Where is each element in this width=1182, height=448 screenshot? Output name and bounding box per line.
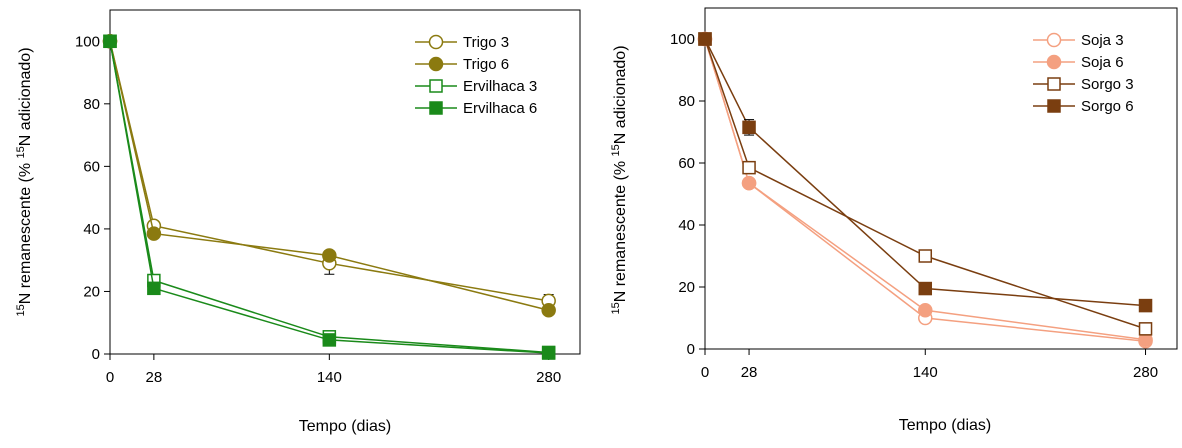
data-point	[322, 248, 337, 263]
data-point	[103, 34, 117, 49]
y-axis-label-superscript: 15	[610, 144, 622, 156]
chart-2: 0 20 40 60 80 100 0 28 140 280 Tempo (dias) 15N rem…	[610, 7, 1178, 434]
legend-item: Ervilhaca 3	[415, 78, 537, 95]
series-line	[704, 38, 1146, 342]
y-axis-label-text: N remanescente (%	[612, 156, 629, 302]
plot-frame	[109, 9, 581, 355]
data-point	[918, 249, 933, 263]
x-axis-label: Tempo (dias)	[299, 418, 391, 435]
x-tick-label: 28	[741, 364, 758, 381]
x-tick-label: 0	[106, 369, 114, 386]
series-trigo-6	[102, 34, 556, 318]
data-point	[541, 346, 556, 360]
y-axis-label: 15N remanescente (% 15N adicionado)	[15, 47, 34, 316]
legend-item: Soja 6	[1033, 54, 1124, 71]
data-point	[741, 175, 757, 191]
legend-item: Sorgo 6	[1033, 98, 1134, 115]
data-point	[698, 32, 712, 46]
legend-label: Ervilhaca 6	[463, 100, 537, 117]
series-line	[704, 38, 1146, 330]
x-tick-label: 140	[317, 369, 342, 386]
y-tick-label: 100	[670, 31, 695, 48]
legend-marker	[429, 101, 443, 115]
chart-1: 0 20 40 60 80 100 0 28 140 280 Tempo (dias) 15N rem…	[15, 9, 581, 435]
legend-marker	[428, 56, 444, 72]
y-tick-label: 20	[678, 279, 695, 296]
legend-marker	[1047, 77, 1061, 91]
legend-marker	[1046, 32, 1062, 48]
data-point	[146, 226, 162, 241]
x-tick-label: 280	[536, 369, 561, 386]
legend-label: Trigo 6	[463, 56, 509, 73]
legend-marker	[428, 34, 444, 50]
data-point	[742, 160, 756, 175]
series-line	[704, 38, 1146, 341]
legend-label: Sorgo 6	[1081, 98, 1134, 115]
data-point	[1138, 322, 1153, 336]
series-trigo-3	[102, 34, 556, 309]
y-axis-label-superscript: 15	[610, 302, 622, 314]
legend-label: Sorgo 3	[1081, 76, 1134, 93]
series-sorgo-6	[698, 32, 1153, 313]
data-point	[322, 333, 337, 347]
y-axis-label-text: N adicionado)	[17, 47, 34, 146]
legend-marker	[429, 79, 443, 93]
legend-marker	[1047, 99, 1061, 113]
x-axis-label: Tempo (dias)	[899, 417, 991, 434]
y-axis-label: 15N remanescente (% 15N adicionado)	[610, 45, 629, 314]
data-point	[918, 281, 933, 296]
y-tick-label: 40	[678, 217, 695, 234]
legend-item: Soja 3	[1033, 32, 1124, 49]
series-line	[704, 38, 1146, 307]
legend-label: Trigo 3	[463, 34, 509, 51]
data-point	[742, 120, 756, 135]
y-tick-label: 60	[678, 155, 695, 172]
y-tick-label: 20	[83, 283, 100, 300]
legend-item: Trigo 3	[415, 34, 509, 51]
data-point	[918, 303, 933, 318]
legend-label: Soja 3	[1081, 32, 1124, 49]
data-point	[147, 281, 161, 296]
y-tick-label: 80	[83, 96, 100, 113]
legend-marker	[1046, 54, 1062, 70]
y-tick-label: 0	[687, 341, 695, 358]
data-point	[541, 302, 556, 318]
y-tick-label: 100	[75, 33, 100, 50]
y-axis-label-text: N adicionado)	[612, 45, 629, 144]
plot-frame	[704, 7, 1178, 350]
legend-label: Soja 6	[1081, 54, 1124, 71]
y-axis-label-superscript: 15	[15, 304, 27, 316]
data-point	[1138, 298, 1153, 313]
x-tick-label: 280	[1133, 364, 1158, 381]
y-tick-label: 40	[83, 221, 100, 238]
x-tick-label: 28	[146, 369, 163, 386]
x-tick-label: 140	[913, 364, 938, 381]
legend-item: Ervilhaca 6	[415, 100, 537, 117]
y-axis-label-superscript: 15	[15, 146, 27, 158]
x-tick-label: 0	[701, 364, 709, 381]
y-tick-label: 80	[678, 93, 695, 110]
series-line	[109, 41, 549, 311]
legend-label: Ervilhaca 3	[463, 78, 537, 95]
series-line	[109, 41, 549, 354]
series-ervilhaca-6	[103, 34, 556, 360]
legend-item: Sorgo 3	[1033, 76, 1134, 93]
legend-item: Trigo 6	[415, 56, 509, 73]
y-axis-label-text: N remanescente (%	[17, 158, 34, 304]
y-tick-label: 0	[92, 346, 100, 363]
y-tick-label: 60	[83, 158, 100, 175]
